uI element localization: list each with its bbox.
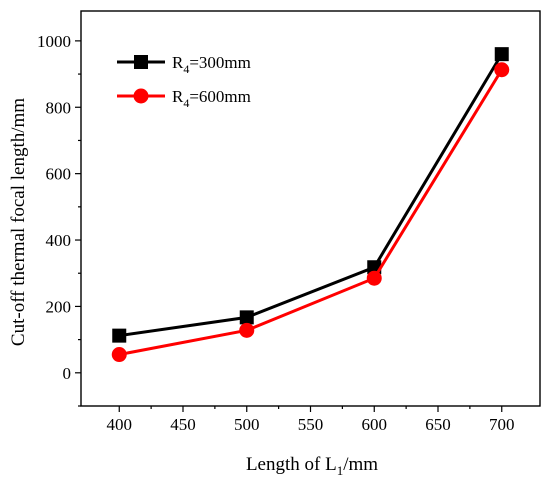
y-tick-label: 200: [46, 297, 72, 316]
data-point-circle: [239, 322, 255, 338]
data-point-square: [239, 310, 254, 325]
x-axis: 400 450 500 550 600 650 700: [107, 406, 515, 434]
x-tick-label: 400: [107, 415, 133, 434]
y-tick-label: 400: [46, 231, 72, 250]
legend-marker-circle: [133, 88, 149, 104]
plot-frame: [80, 10, 541, 407]
data-point-square: [112, 328, 127, 343]
y-tick-label: 0: [63, 364, 72, 383]
x-tick-label: 600: [362, 415, 388, 434]
x-tick-label: 700: [489, 415, 515, 434]
data-point-circle: [366, 270, 382, 286]
legend-item: R4=600mm: [117, 87, 251, 110]
x-tick-label: 500: [234, 415, 260, 434]
legend-marker-square: [134, 55, 148, 69]
legend-item: R4=300mm: [117, 53, 251, 76]
x-tick-label: 650: [425, 415, 451, 434]
legend-label: R4=300mm: [172, 53, 251, 76]
data-point-square: [494, 47, 509, 62]
x-tick-label: 550: [298, 415, 324, 434]
y-tick-label: 800: [46, 98, 72, 117]
data-point-circle: [494, 62, 510, 78]
x-tick-label: 450: [170, 415, 196, 434]
y-axis-title: Cut-off thermal focal length/mm: [8, 98, 29, 346]
data-point-circle: [111, 347, 127, 363]
series-1: [112, 47, 509, 343]
legend-label: R4=600mm: [172, 87, 251, 110]
series-layer: [111, 47, 510, 363]
y-tick-label: 1000: [37, 32, 71, 51]
x-axis-title: Length of L1/mm: [246, 454, 378, 478]
series-line: [118, 68, 504, 357]
plot-border: [80, 10, 541, 407]
series-line: [119, 53, 504, 338]
y-axis: 0 200 400 600 800 1000: [37, 32, 81, 407]
y-tick-label: 600: [46, 165, 72, 184]
legend: R4=300mm R4=600mm: [117, 53, 251, 110]
series-2: [111, 62, 510, 363]
